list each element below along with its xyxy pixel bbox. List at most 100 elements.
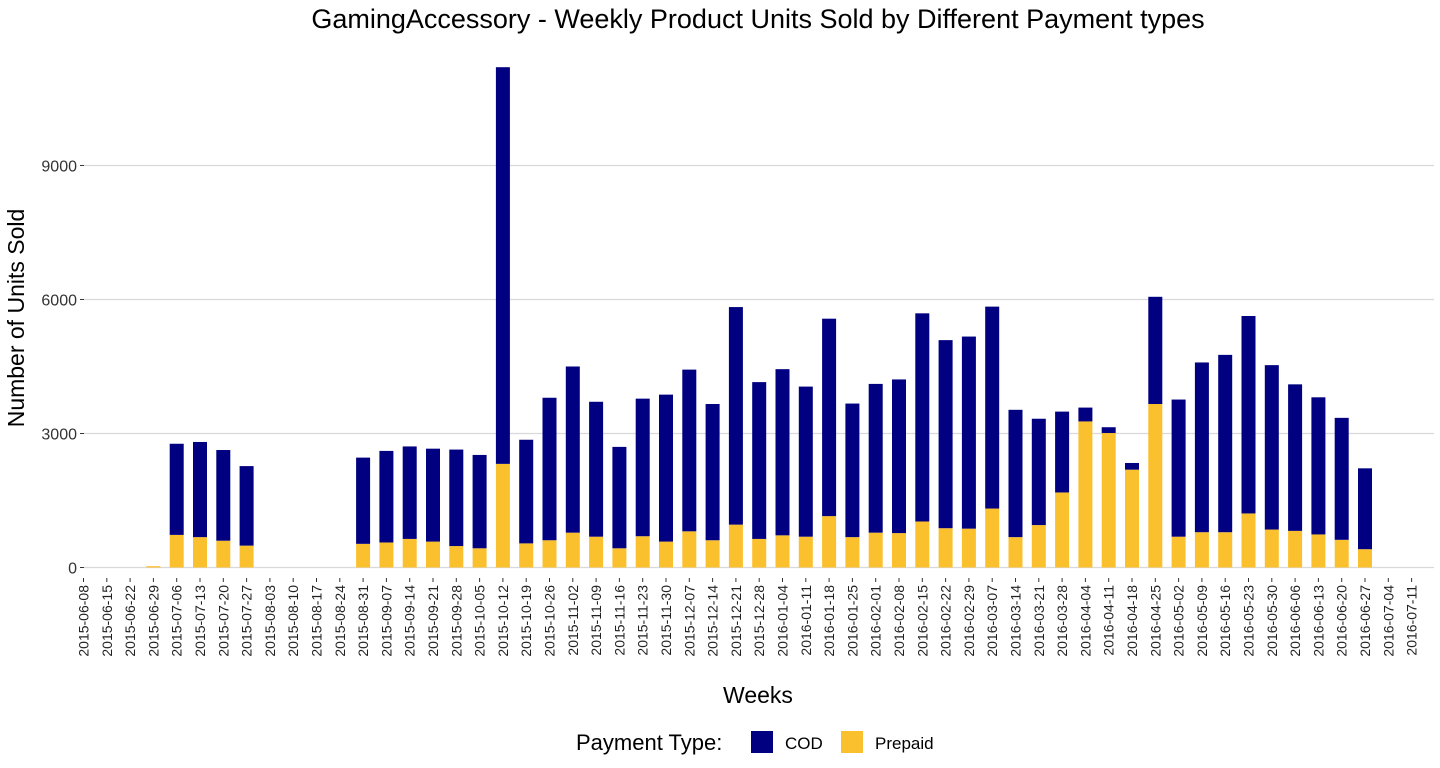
- bar-prepaid-2016-05-30: [1264, 529, 1279, 568]
- bar-cod-2015-07-20: [216, 450, 231, 541]
- bar-cod-2016-05-09: [1194, 362, 1209, 533]
- bar-prepaid-2015-11-02: [565, 532, 580, 568]
- x-tick-label: 2015-10-19: [518, 585, 534, 657]
- x-tick-label: 2016-03-14: [1008, 585, 1024, 657]
- x-tick-label: 2015-10-12: [495, 585, 511, 657]
- x-tick-label: 2015-11-09: [588, 585, 604, 656]
- bar-cod-2016-01-25: [845, 403, 860, 538]
- bar-prepaid-2015-07-20: [216, 540, 231, 568]
- x-axis: 2015-06-08 2015-06-15 2015-06-22 2015-06-29…: [76, 578, 1420, 657]
- bar-prepaid-2015-09-28: [449, 546, 464, 568]
- x-tick-label: 2016-04-25: [1147, 585, 1163, 657]
- x-tick-label: 2016-07-04: [1380, 585, 1396, 657]
- bar-cod-2015-11-30: [659, 394, 673, 542]
- x-tick-label: 2016-05-30: [1264, 585, 1280, 657]
- legend: Payment Type: COD Prepaid: [576, 730, 934, 755]
- bar-cod-2016-06-13: [1311, 397, 1326, 535]
- x-tick-label: 2015-10-26: [542, 585, 558, 657]
- x-tick-label: 2015-06-29: [145, 585, 161, 657]
- x-tick-label: 2015-11-23: [635, 585, 651, 656]
- bar-prepaid-2016-01-11: [798, 536, 813, 568]
- bar-prepaid-2016-02-29: [961, 528, 976, 568]
- bar-prepaid-2016-03-21: [1031, 525, 1046, 568]
- x-tick-label: 2015-07-20: [215, 585, 231, 657]
- bar-cod-2015-08-31: [356, 457, 371, 544]
- bar-cod-2015-10-05: [472, 454, 487, 549]
- bar-cod-2015-12-07: [682, 369, 697, 532]
- bar-prepaid-2016-04-04: [1078, 421, 1093, 568]
- x-tick-label: 2016-01-18: [821, 585, 837, 657]
- bar-prepaid-2015-11-23: [635, 536, 650, 568]
- bar-cod-2016-02-29: [961, 336, 976, 529]
- x-tick-label: 2016-06-13: [1310, 585, 1326, 657]
- bar-prepaid-2016-04-18: [1125, 469, 1139, 568]
- bar-cod-2016-03-14: [1008, 409, 1023, 538]
- bar-prepaid-2015-12-21: [728, 524, 743, 568]
- bar-cod-2016-01-11: [798, 386, 813, 537]
- x-tick-label: 2015-10-05: [472, 585, 488, 657]
- x-tick-label: 2015-11-16: [611, 585, 627, 656]
- x-tick-label: 2016-07-11: [1404, 585, 1420, 656]
- x-tick-label: 2016-03-21: [1031, 585, 1047, 657]
- bar-cod-2015-07-27: [239, 466, 254, 546]
- x-tick-label: 2016-06-27: [1357, 585, 1373, 657]
- bar-prepaid-2015-07-27: [239, 545, 254, 568]
- bar-prepaid-2015-12-07: [682, 531, 697, 568]
- legend-swatch-prepaid: [841, 731, 863, 753]
- bar-prepaid-2015-11-09: [589, 536, 604, 568]
- bar-prepaid-2016-06-06: [1288, 530, 1303, 568]
- bar-cod-2016-05-23: [1241, 316, 1256, 514]
- x-tick-label: 2016-05-09: [1194, 585, 1210, 657]
- bar-prepaid-2016-06-27: [1358, 549, 1372, 568]
- x-tick-label: 2016-04-04: [1077, 585, 1093, 657]
- bar-prepaid-2016-02-01: [868, 532, 883, 568]
- bar-prepaid-2015-10-12: [495, 463, 510, 568]
- bar-cod-2016-02-08: [892, 379, 906, 534]
- bar-prepaid-2015-09-07: [379, 542, 394, 568]
- bar-prepaid-2015-08-31: [356, 543, 371, 568]
- x-tick-label: 2016-02-29: [961, 585, 977, 657]
- bar-cod-2016-04-11: [1101, 427, 1116, 434]
- x-tick-label: 2015-08-10: [285, 585, 301, 657]
- x-tick-label: 2016-04-11: [1101, 585, 1117, 656]
- bar-cod-2016-02-22: [938, 340, 953, 529]
- legend-swatch-cod: [751, 731, 773, 753]
- x-tick-label: 2015-08-31: [355, 585, 371, 657]
- x-tick-label: 2015-11-02: [565, 585, 581, 656]
- bar-prepaid-2015-07-13: [193, 537, 207, 568]
- bar-prepaid-2016-05-02: [1171, 536, 1186, 568]
- bar-cod-2016-04-18: [1125, 462, 1139, 470]
- bar-prepaid-2016-06-13: [1311, 534, 1326, 568]
- x-axis-title: Weeks: [723, 682, 793, 708]
- legend-label-cod: COD: [785, 734, 823, 753]
- bar-cod-2016-06-27: [1358, 468, 1372, 550]
- bar-prepaid-2016-01-25: [845, 537, 860, 568]
- bar-cod-2016-01-04: [775, 369, 790, 536]
- bar-prepaid-2015-11-30: [659, 541, 673, 568]
- x-tick-label: 2016-04-18: [1124, 585, 1140, 657]
- x-tick-label: 2015-08-24: [332, 585, 348, 657]
- bar-cod-2015-11-09: [589, 401, 604, 537]
- y-axis: 0 3000 6000 9000: [41, 158, 84, 578]
- bar-cod-2015-07-06: [169, 443, 184, 535]
- legend-label-prepaid: Prepaid: [875, 734, 934, 753]
- y-tick-label: 6000: [41, 292, 77, 309]
- bar-cod-2016-02-15: [915, 313, 930, 522]
- x-tick-label: 2015-06-15: [99, 585, 115, 657]
- bar-prepaid-2015-09-14: [402, 538, 417, 568]
- x-tick-label: 2015-07-13: [192, 585, 208, 657]
- bar-prepaid-2016-06-20: [1334, 539, 1349, 568]
- x-tick-label: 2016-05-23: [1241, 585, 1257, 657]
- x-tick-label: 2016-01-25: [844, 585, 860, 657]
- bar-prepaid-2016-05-16: [1218, 532, 1233, 568]
- y-tick-label: 3000: [41, 426, 77, 443]
- x-tick-label: 2015-09-28: [448, 585, 464, 657]
- bar-prepaid-2015-09-21: [426, 541, 440, 568]
- x-tick-label: 2015-12-28: [751, 585, 767, 657]
- x-tick-label: 2016-02-15: [914, 585, 930, 657]
- bar-prepaid-2016-04-25: [1148, 404, 1163, 568]
- bar-prepaid-2015-12-28: [752, 538, 767, 568]
- bar-cod-2015-11-23: [635, 398, 650, 537]
- bar-cod-2015-09-07: [379, 450, 394, 543]
- x-tick-label: 2016-03-28: [1054, 585, 1070, 657]
